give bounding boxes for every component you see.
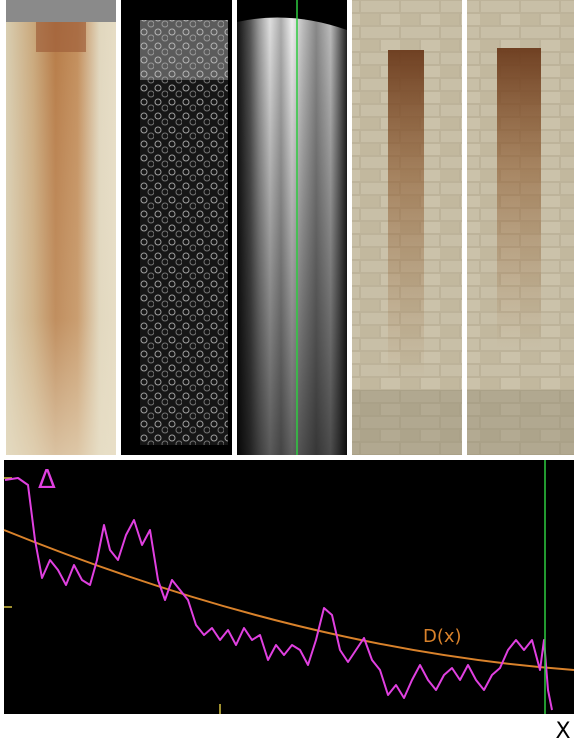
- page: Δ D(x) X (() => { const data = JSON.pars…: [0, 0, 574, 745]
- wall-panel: [352, 0, 462, 455]
- plot: Δ D(x): [4, 460, 574, 714]
- distance-panel: [237, 0, 347, 455]
- wall-panel: [467, 0, 574, 455]
- photo-panel: [6, 0, 116, 455]
- texture-panel: [121, 0, 232, 455]
- delta-label: Δ: [38, 465, 56, 495]
- figure: Δ D(x) X: [0, 0, 574, 745]
- x-axis-label: X: [555, 719, 570, 744]
- d-label: D(x): [423, 626, 462, 647]
